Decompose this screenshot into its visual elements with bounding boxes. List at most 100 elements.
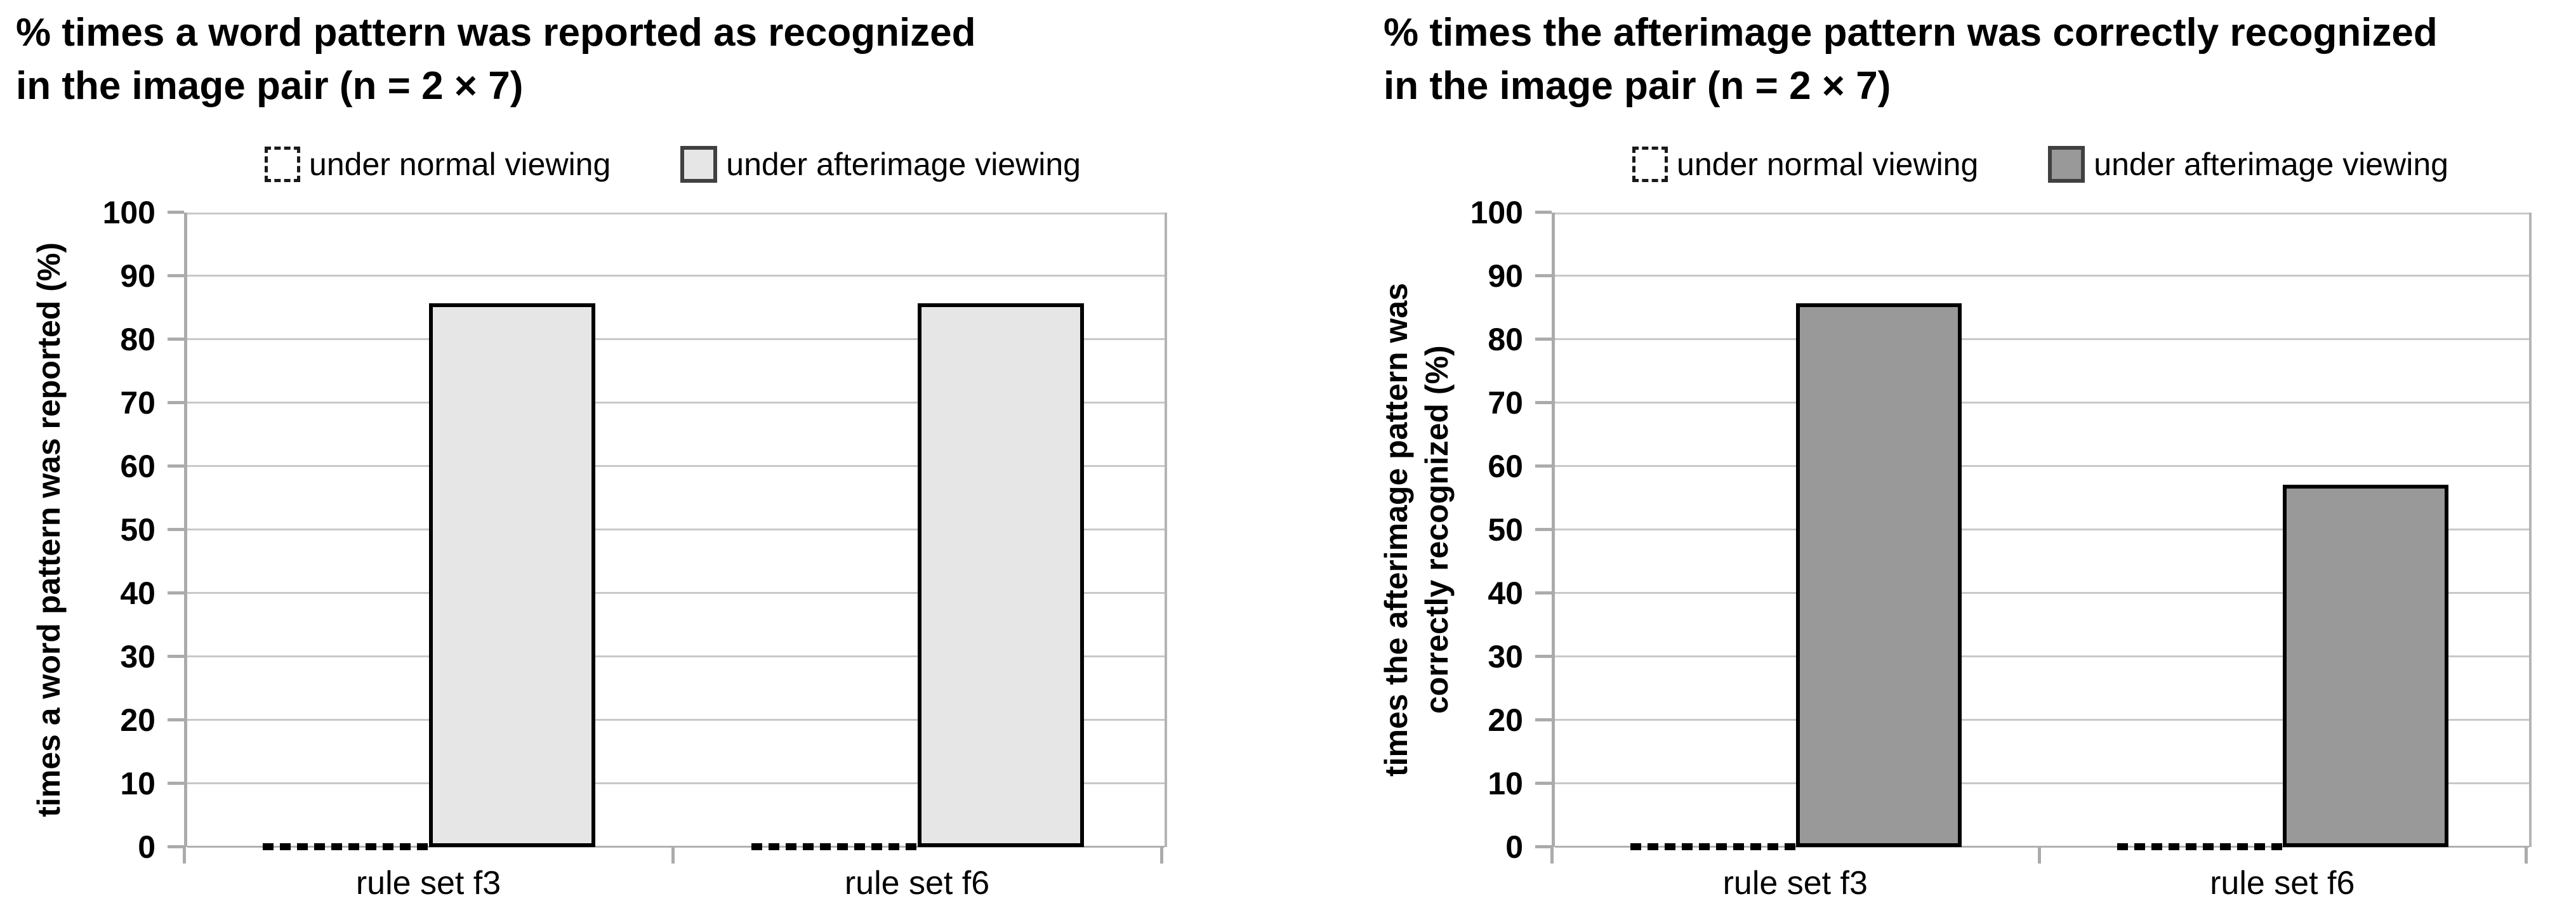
gridline-50	[1555, 529, 2529, 530]
bar-normal-viewing-zero	[263, 843, 430, 850]
gridline-30	[187, 655, 1165, 657]
y-tick-mark	[168, 845, 184, 848]
chart-title: % times a word pattern was reported as r…	[16, 11, 976, 108]
category-slot-f6	[2042, 213, 2530, 850]
legend-swatch-filled-icon	[2048, 146, 2085, 183]
chart-right-panel: % times the afterimage pattern was corre…	[1368, 0, 2576, 920]
y-tick-mark	[1535, 464, 1552, 468]
gridline-40	[1555, 592, 2529, 594]
plot-area	[184, 213, 1167, 850]
legend-label: under normal viewing	[309, 147, 611, 182]
y-tick-mark	[1535, 528, 1552, 531]
bar-afterimage-viewing	[918, 303, 1084, 847]
category-slot-f3	[187, 213, 676, 850]
chart-title: % times the afterimage pattern was corre…	[1384, 11, 2438, 108]
bar-normal-viewing-zero	[2117, 843, 2283, 850]
y-tick-label-100: 100	[1470, 195, 1523, 230]
legend: under normal viewing under afterimage vi…	[184, 146, 1161, 183]
gridline-60	[187, 465, 1165, 467]
category-slot-f3	[1555, 213, 2042, 850]
x-tick-mark	[1550, 847, 1554, 864]
legend-item-normal-viewing: under normal viewing	[1632, 146, 1978, 183]
gridline-80	[1555, 338, 2529, 340]
y-tick-label-10: 10	[1488, 766, 1523, 801]
x-tick-mark	[183, 847, 186, 864]
y-tick-label-70: 70	[1488, 385, 1523, 421]
y-tick-label-20: 20	[120, 702, 155, 738]
y-tick-mark	[1535, 591, 1552, 595]
y-tick-label-80: 80	[1488, 322, 1523, 357]
gridline-20	[1555, 719, 2529, 721]
y-tick-mark	[168, 338, 184, 341]
chart-left-panel: % times a word pattern was reported as r…	[0, 0, 1244, 920]
y-tick-label-50: 50	[1488, 512, 1523, 548]
bar-normal-viewing-zero	[751, 843, 918, 850]
y-tick-label-40: 40	[120, 575, 155, 611]
y-tick-mark	[1535, 782, 1552, 785]
y-tick-label-60: 60	[1488, 449, 1523, 484]
legend-swatch-dashed-icon	[265, 147, 301, 182]
gridline-100	[187, 213, 1165, 214]
y-tick-mark	[168, 782, 184, 785]
bar-afterimage-viewing	[2283, 485, 2449, 847]
y-tick-label-90: 90	[120, 258, 155, 294]
gridline-0	[1555, 846, 2529, 848]
x-tick-mark	[2037, 847, 2041, 864]
gridline-50	[187, 529, 1165, 530]
gridline-100	[1555, 213, 2529, 214]
legend-swatch-dashed-icon	[1632, 147, 1668, 182]
y-tick-mark	[1535, 274, 1552, 277]
category-slot-f6	[676, 213, 1165, 850]
x-tick-mark	[2525, 847, 2528, 864]
y-tick-label-0: 0	[1505, 829, 1523, 865]
y-tick-mark	[168, 274, 184, 277]
y-tick-mark	[1535, 718, 1552, 721]
gridline-90	[187, 275, 1165, 277]
y-tick-label-50: 50	[120, 512, 155, 548]
legend-label: under normal viewing	[1677, 147, 1979, 182]
gridline-40	[187, 592, 1165, 594]
y-tick-mark	[168, 718, 184, 721]
y-tick-label-10: 10	[120, 766, 155, 801]
plot-area	[1552, 213, 2532, 850]
y-tick-mark	[1535, 845, 1552, 848]
y-tick-label-40: 40	[1488, 575, 1523, 611]
gridline-10	[187, 782, 1165, 784]
y-tick-label-30: 30	[1488, 639, 1523, 674]
gridline-60	[1555, 465, 2529, 467]
y-tick-mark	[168, 464, 184, 468]
y-tick-mark	[1535, 655, 1552, 658]
x-category-label: rule set f6	[844, 865, 990, 902]
bar-afterimage-viewing	[429, 303, 595, 847]
y-tick-mark	[1535, 401, 1552, 404]
bar-normal-viewing-zero	[1630, 843, 1796, 850]
y-tick-mark	[168, 591, 184, 595]
x-category-label: rule set f3	[355, 865, 501, 902]
gridline-80	[187, 338, 1165, 340]
gridline-70	[1555, 402, 2529, 404]
y-tick-label-0: 0	[138, 829, 155, 865]
legend-label: under afterimage viewing	[726, 147, 1081, 182]
gridline-90	[1555, 275, 2529, 277]
x-tick-mark	[1160, 847, 1163, 864]
legend-item-afterimage-viewing: under afterimage viewing	[2048, 146, 2448, 183]
y-tick-mark	[168, 655, 184, 658]
legend-item-normal-viewing: under normal viewing	[265, 146, 611, 183]
legend-swatch-filled-icon	[680, 146, 718, 183]
gridline-70	[187, 402, 1165, 404]
y-tick-mark	[168, 528, 184, 531]
gridline-0	[187, 846, 1165, 848]
x-category-label: rule set f3	[1722, 865, 1868, 902]
y-tick-label-80: 80	[120, 322, 155, 357]
y-tick-mark	[168, 401, 184, 404]
legend: under normal viewing under afterimage vi…	[1552, 146, 2529, 183]
y-tick-label-30: 30	[120, 639, 155, 674]
bar-afterimage-viewing	[1795, 303, 1962, 847]
gridline-10	[1555, 782, 2529, 784]
gridline-30	[1555, 655, 2529, 657]
y-tick-mark	[1535, 338, 1552, 341]
legend-item-afterimage-viewing: under afterimage viewing	[680, 146, 1081, 183]
y-tick-label-90: 90	[1488, 258, 1523, 294]
gridline-20	[187, 719, 1165, 721]
